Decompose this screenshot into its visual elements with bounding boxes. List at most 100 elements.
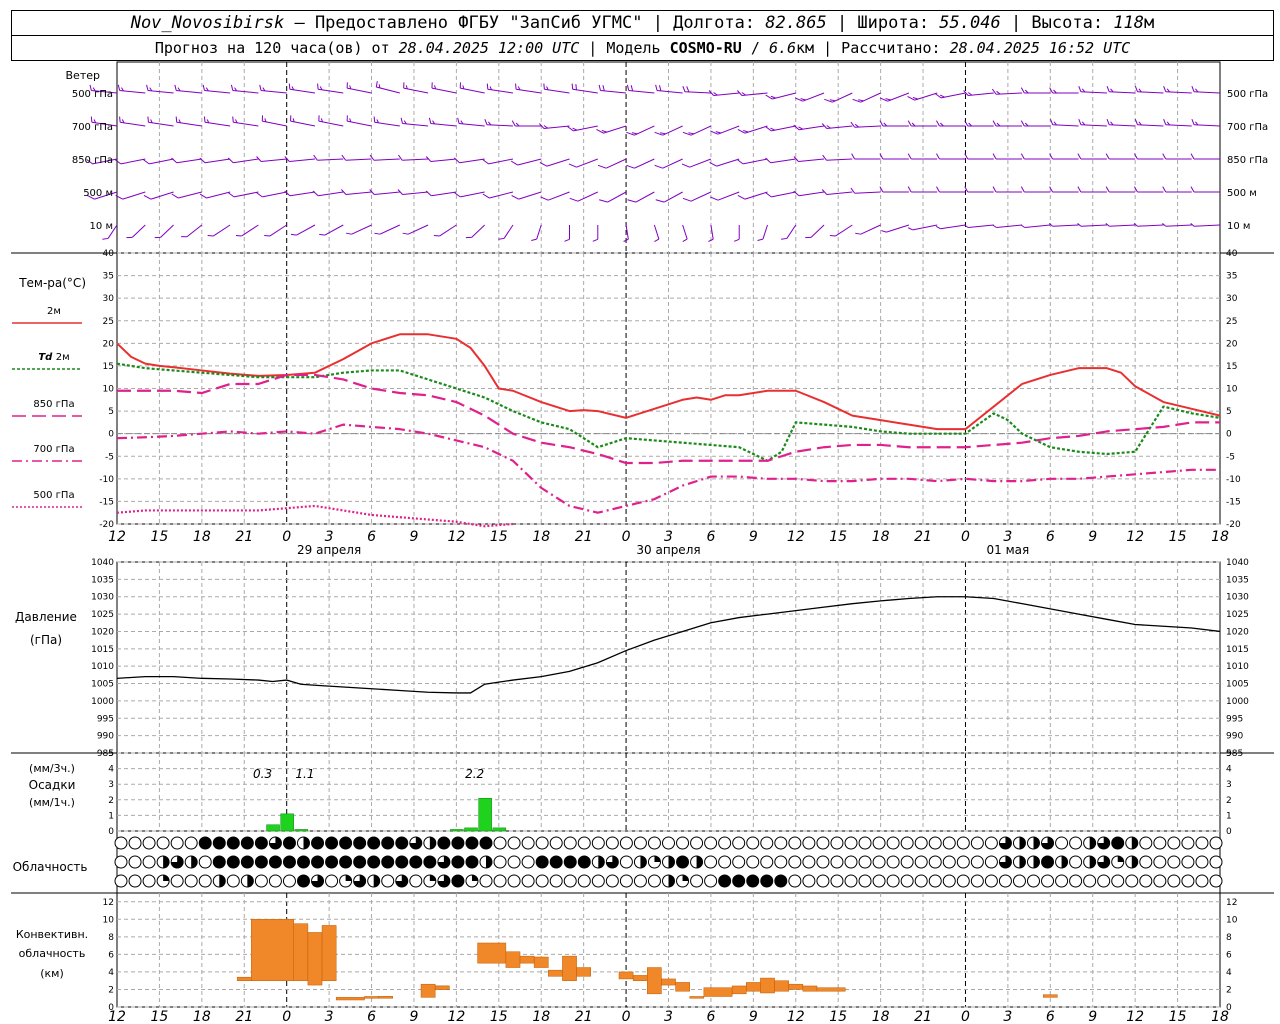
wind-barb [964,224,994,228]
wind-barb-shaft [431,191,457,197]
wind-barb-shaft [120,121,146,127]
wind-barb-shaft [289,88,316,94]
wind-barb [510,158,542,166]
wind-barb-feather [1162,223,1167,227]
hour-label-bottom: 9 [410,1009,419,1024]
cloud-symbol [409,874,423,888]
conv-tick-label: 12 [1226,898,1237,908]
wind-barb-feather [540,196,549,201]
wind-barb-feather [571,83,574,90]
wind-barb-feather [432,120,436,125]
cloud-symbol [676,836,690,850]
forecast-label: Прогноз на 120 часа(ов) от [154,39,399,57]
wind-barb-feather [235,119,238,124]
wind-barb-shaft [120,158,146,165]
wind-barb-feather [1162,186,1167,193]
wind-barb-shaft [262,120,287,127]
hour-label: 12 [1126,529,1144,545]
cloud-symbol [325,874,339,888]
cloud-circle [353,855,367,869]
cloud-circle [1041,874,1055,888]
wind-barb-feather [319,86,323,91]
pressure-tick-label: 1020 [91,627,114,637]
wind-barb [1077,223,1107,227]
wind-barb-feather [403,120,407,125]
wind-level-label: 500 гПа [72,89,113,100]
cloud-fill [598,856,605,868]
wind-barb-shaft [573,125,598,132]
wind-barb [115,191,146,200]
temp-line-4 [116,423,1220,514]
wind-barb [822,154,853,161]
cloud-fill [219,875,226,887]
wind-barb-feather [375,81,378,88]
wind-barb-shaft [489,191,514,199]
cloud-circle [521,874,535,888]
wind-barb-feather [737,195,746,200]
cloud-fill [1097,837,1110,849]
cloud-circle [900,874,914,888]
wind-barb-feather [1190,223,1195,227]
wind-barb-shaft [798,191,825,197]
wind-barb-feather [709,162,717,167]
cloud-symbol [605,836,619,850]
cloud-symbol [1153,855,1167,869]
wind-barb [171,157,202,164]
wind-barb-shaft [241,224,259,237]
wind-barb [626,84,655,94]
wind-barb-feather [765,192,772,198]
cloud-fill [668,875,675,887]
cloud-circle [479,836,493,850]
conv-bar [760,977,775,994]
wind-barb-shaft [634,158,655,169]
cloud-circle [198,855,212,869]
cloud-circle [591,874,605,888]
wind-barb-shaft [148,121,174,127]
pressure-tick-label: 990 [1226,732,1243,742]
cloud-symbol [844,836,858,850]
wind-barb-feather [598,84,601,91]
temp-line-3 [117,373,1220,465]
cloud-symbol [1125,836,1139,850]
cloud-symbol [718,855,732,869]
wind-barb [935,224,966,230]
cloud-circle [1153,836,1167,850]
hour-label: 15 [1169,529,1187,545]
pressure-tick-label: 1015 [1226,645,1249,655]
wind-barb [564,225,571,242]
wind-barb-shaft [543,125,570,129]
cloud-circle [816,874,830,888]
wind-barb [992,224,1023,228]
cloud-circle [956,874,970,888]
hour-label-bottom: 15 [490,1009,508,1024]
conv-tick-label: 6 [108,950,114,960]
wind-barb [992,186,1023,193]
cloud-circle [942,836,956,850]
wind-barb-feather [454,192,461,198]
cloud-symbol [339,836,353,850]
wind-barb-shaft [912,224,938,231]
cloud-circle [746,855,760,869]
cloud-symbol [591,855,605,869]
hour-label: 12 [447,529,465,545]
temp-tick-label: 35 [1226,272,1237,282]
wind-barb-shaft [826,125,853,129]
temp-legend-label: 850 гПа [33,399,74,410]
wind-barb [710,191,740,201]
cloud-symbol [1167,874,1181,888]
wind-barb [181,224,203,238]
cloud-symbol [493,855,507,869]
cloud-symbol [170,836,184,850]
wind-barb [805,224,825,239]
wind-barb [681,158,712,168]
legend-level-text: 850 гПа [33,399,74,410]
wind-barb-feather [575,84,577,90]
wind-barb [829,224,853,237]
pressure-tick-label: 1040 [91,558,114,568]
wind-barb-shaft [431,87,457,94]
cloud-symbol [1195,874,1209,888]
wind-barb-feather [1049,153,1054,160]
cloud-symbol [1181,874,1195,888]
pressure-tick-label: 1015 [91,645,114,655]
cloud-symbol [619,855,633,869]
